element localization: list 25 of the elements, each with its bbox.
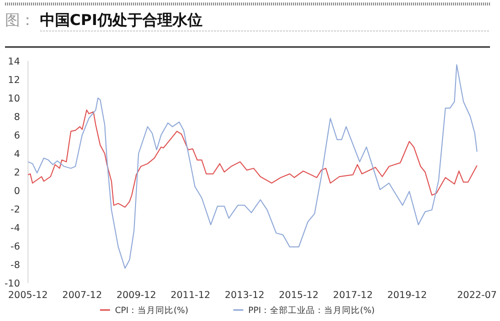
x-tick-label: 2015-12 [278, 290, 319, 301]
legend-label: CPI：当月同比(%) [115, 305, 188, 316]
x-tick-label: 2019-12 [387, 290, 427, 301]
y-tick-label: 6 [14, 130, 20, 142]
y-tick-label: -8 [10, 260, 20, 271]
y-tick-label: 10 [8, 94, 20, 104]
y-tick-label: 2 [14, 168, 20, 178]
x-tick-label: 2005-12 [8, 290, 48, 301]
x-tick-label: 2017-12 [333, 290, 373, 301]
x-tick-label: 2022-07 [457, 290, 497, 301]
y-tick-label: -2 [10, 204, 20, 216]
y-tick-label: -4 [10, 223, 20, 234]
y-tick-label: -10 [4, 278, 20, 290]
x-tick-label: 2011-12 [170, 290, 210, 301]
x-tick-label: 2007-12 [62, 290, 102, 301]
y-tick-label: 8 [14, 112, 20, 123]
x-tick-label: 2009-12 [116, 290, 156, 301]
x-tick-label: 2013-12 [224, 290, 264, 301]
y-tick-label: 12 [8, 75, 20, 86]
y-tick-label: 4 [14, 149, 20, 160]
y-tick-label: -6 [10, 242, 20, 252]
chart-title: 图： 中国CPI仍处于合理水位 [5, 11, 202, 29]
y-tick-label: 0 [14, 186, 20, 197]
legend-label: PPI：全部工业品：当月同比(%) [248, 305, 375, 316]
y-tick-label: 14 [8, 56, 20, 68]
